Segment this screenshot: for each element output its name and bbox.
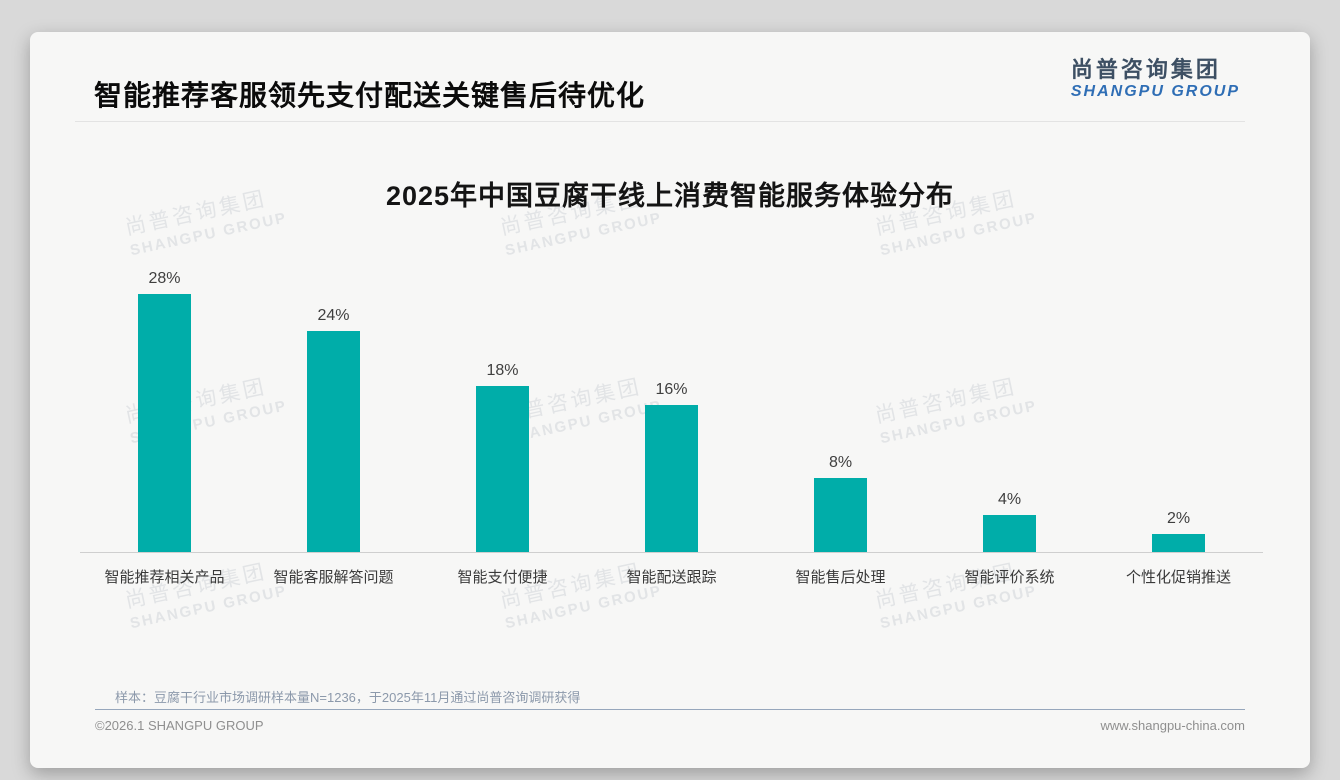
bar-value-label: 18% xyxy=(486,362,519,379)
bar-value-label: 8% xyxy=(828,454,853,471)
bar-value-label: 28% xyxy=(148,270,181,287)
website-url: www.shangpu-china.com xyxy=(1100,718,1245,733)
logo-english-name: SHANGPU GROUP xyxy=(1070,83,1240,101)
copyright-text: ©2026.1 SHANGPU GROUP xyxy=(95,718,264,733)
bar xyxy=(814,478,867,552)
bar-group: 28% xyxy=(80,270,249,552)
bar-group: 2% xyxy=(1094,510,1263,552)
bar-group: 8% xyxy=(756,454,925,552)
footer: ©2026.1 SHANGPU GROUP www.shangpu-china.… xyxy=(95,718,1245,733)
bar xyxy=(1152,534,1205,552)
bar-group: 16% xyxy=(587,381,756,552)
bar-value-label: 4% xyxy=(997,491,1022,508)
bar-group: 18% xyxy=(418,362,587,552)
chart-category-axis: 智能推荐相关产品 智能客服解答问题 智能支付便捷 智能配送跟踪 智能售后处理 智能评价系统… xyxy=(80,553,1263,587)
category-label: 智能售后处理 xyxy=(795,569,886,586)
category-label: 智能配送跟踪 xyxy=(626,569,717,586)
category-label: 智能客服解答问题 xyxy=(273,569,394,586)
bar-chart: 28% 24% 18% 16% 8% 4% 2% 智能推荐相关产品 智能客服解答问题 智能支付便… xyxy=(80,232,1263,587)
bar xyxy=(476,386,529,552)
report-card: 智能推荐客服领先支付配送关键售后待优化 尚普咨询集团 SHANGPU GROUP… xyxy=(30,32,1310,768)
page-title: 智能推荐客服领先支付配送关键售后待优化 xyxy=(94,80,646,111)
chart-title: 2025年中国豆腐干线上消费智能服务体验分布 xyxy=(385,181,955,211)
category-label: 智能推荐相关产品 xyxy=(104,569,225,586)
footer-divider xyxy=(95,709,1245,710)
logo-chinese-name: 尚普咨询集团 xyxy=(1070,57,1221,82)
bar-value-label: 2% xyxy=(1166,510,1191,527)
bar-value-label: 16% xyxy=(655,381,688,398)
bar xyxy=(645,405,698,552)
header-divider xyxy=(75,121,1245,122)
bar-value-label: 24% xyxy=(317,307,350,324)
bar xyxy=(307,331,360,552)
bar xyxy=(983,515,1036,552)
sample-footnote: 样本：豆腐干行业市场调研样本量N=1236，于2025年11月通过尚普咨询调研获… xyxy=(115,690,581,705)
chart-plot-area: 28% 24% 18% 16% 8% 4% 2% xyxy=(80,232,1263,553)
category-label: 智能评价系统 xyxy=(964,569,1055,586)
bar-group: 4% xyxy=(925,491,1094,552)
category-label: 智能支付便捷 xyxy=(457,569,548,586)
bar xyxy=(138,294,191,552)
company-logo: 尚普咨询集团 SHANGPU GROUP xyxy=(1070,57,1240,101)
bar-group: 24% xyxy=(249,307,418,552)
category-label: 个性化促销推送 xyxy=(1125,569,1231,586)
